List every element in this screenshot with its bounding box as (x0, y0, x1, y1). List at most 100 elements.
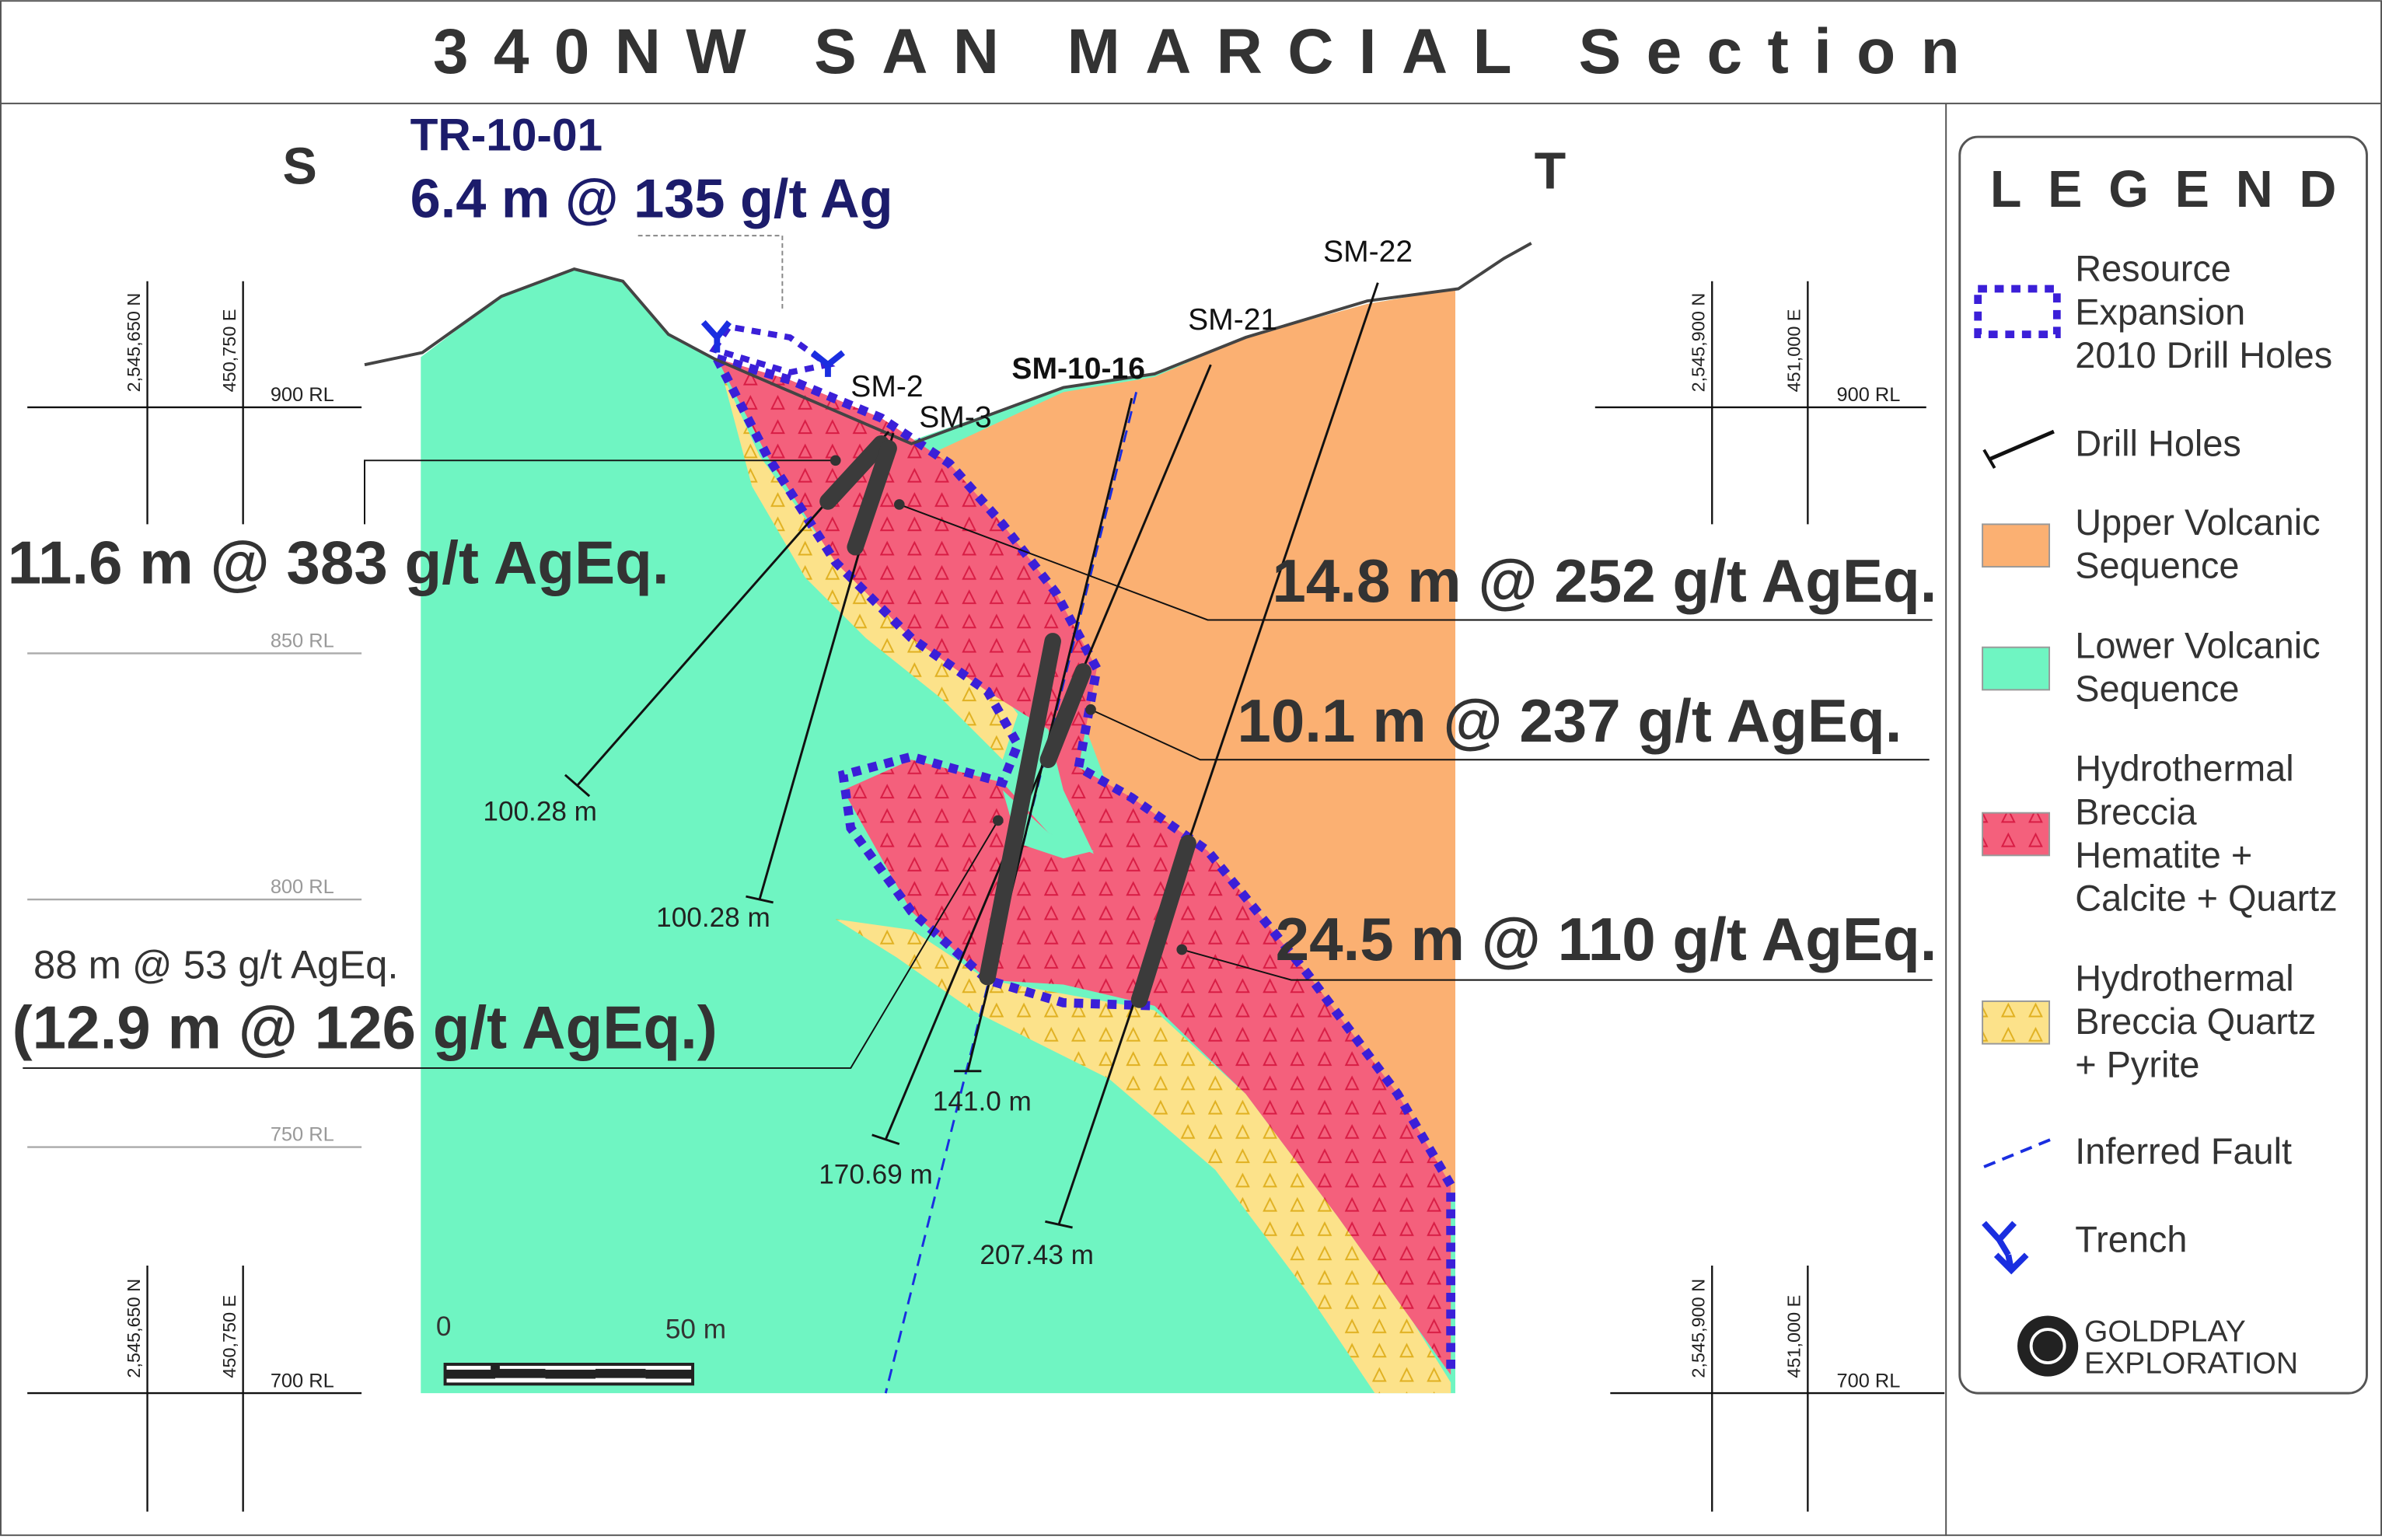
legend-label: Drill Holes (2075, 423, 2241, 463)
leader (637, 235, 784, 312)
trench-name: TR-10-01 (410, 110, 603, 161)
scale-label: 0 (436, 1311, 452, 1342)
hole-name: SM-2 (850, 370, 923, 403)
intercept-label: 11.6 m @ 383 g/t AgEq. (8, 529, 669, 597)
legend-swatch (1982, 812, 2051, 857)
dot (1085, 704, 1096, 715)
rl-lines (27, 652, 362, 1148)
hole-name: SM-3 (919, 400, 991, 434)
logo-mark (2017, 1315, 2079, 1377)
legend-swatch (1982, 1000, 2051, 1045)
hole-end (746, 895, 774, 904)
legend-swatch (1983, 1137, 2052, 1168)
intercept-label: (12.9 m @ 126 g/t AgEq.) (12, 993, 718, 1062)
intercept (1130, 834, 1196, 1008)
legend-label: Hydrothermal (2075, 749, 2293, 789)
intercept (979, 633, 1061, 986)
hematite-breccia (717, 358, 1451, 1375)
leader (1182, 948, 1933, 981)
hole-depth: 207.43 m (980, 1240, 1094, 1270)
intercept-label: 24.5 m @ 110 g/t AgEq. (1276, 905, 1937, 973)
legend-label: Breccia (2075, 791, 2197, 832)
coordinate: 2,545,650 N (124, 1279, 144, 1378)
rl-label: 700 RL (271, 1370, 334, 1392)
leader (23, 819, 999, 1069)
legend-label: Resource (2075, 249, 2231, 289)
quartz-pyrite-breccia (835, 919, 1451, 1394)
rl-label: 800 RL (271, 876, 334, 898)
legend-box (1958, 135, 2368, 1395)
legend-swatch (1974, 285, 2061, 338)
coordinate: 451,000 E (1784, 1295, 1804, 1378)
scale-bar-fill (491, 1364, 646, 1378)
legend-label: Expansion (2075, 292, 2245, 332)
grid-crosses (27, 281, 1945, 1512)
logo-text: EXPLORATION (2084, 1347, 2298, 1381)
resource-outline (715, 354, 1456, 1375)
leader (899, 504, 1933, 621)
hole-name: SM-22 (1323, 235, 1413, 268)
legend-swatch (1982, 449, 1996, 470)
hole-depth: 141.0 m (933, 1087, 1032, 1117)
hole-name: SM-10-16 (1011, 352, 1145, 386)
intercept-label: 88 m @ 53 g/t AgEq. (33, 943, 398, 987)
hole-name: SM-21 (1188, 303, 1277, 337)
rl-label: 850 RL (271, 630, 334, 652)
legend-label: Sequence (2075, 669, 2239, 709)
legend-label: Lower Volcanic (2075, 625, 2320, 665)
hole-end (564, 773, 591, 798)
dot (992, 815, 1004, 826)
intercept-label: 10.1 m @ 237 g/t AgEq. (1237, 686, 1902, 755)
rl-label: 750 RL (271, 1124, 334, 1146)
legend-label: Hematite + (2075, 835, 2252, 875)
coordinate: 2,545,900 N (1688, 293, 1708, 393)
legend-swatch (1982, 523, 2051, 568)
rl-label: 700 RL (1836, 1370, 1900, 1392)
topography (364, 242, 1532, 445)
coordinate: 2,545,650 N (124, 293, 144, 393)
coordinate: 2,545,900 N (1688, 1279, 1708, 1378)
intercept (1039, 663, 1092, 768)
dot (830, 455, 841, 466)
legend-label: Upper Volcanic (2075, 502, 2320, 543)
coordinate: 450,750 E (219, 1295, 239, 1378)
hole-depth: 100.28 m (483, 796, 597, 826)
legend-swatch (1982, 646, 2051, 691)
legend-label: Trench (2075, 1219, 2187, 1259)
logo-text: GOLDPLAY (2084, 1315, 2246, 1349)
intercept (819, 435, 890, 510)
hole-depth: 170.69 m (819, 1159, 933, 1189)
dot (893, 499, 905, 510)
trench-result: 6.4 m @ 135 g/t Ag (410, 168, 893, 229)
rl-label: 900 RL (271, 384, 334, 406)
section-end: T (1535, 143, 1566, 201)
rl-label: 900 RL (1836, 384, 1900, 406)
logo-mark (2029, 1328, 2066, 1364)
drill-hole (1057, 282, 1379, 1225)
trench-symbol (700, 320, 845, 377)
coordinate: 451,000 E (1784, 309, 1804, 392)
legend-label: Inferred Fault (2075, 1131, 2292, 1172)
upper-volcanic (926, 288, 1456, 1200)
resource-outline (713, 356, 1155, 1011)
lower-volcanic (1002, 790, 1094, 859)
legend-swatch (1982, 1220, 2029, 1275)
leader (1090, 708, 1930, 761)
hole-end (871, 1133, 900, 1146)
legend-label: Calcite + Quartz (2075, 878, 2337, 919)
hole-end (1045, 1220, 1073, 1229)
section-end: S (282, 138, 316, 196)
dot (1176, 944, 1188, 955)
intercept (847, 439, 897, 556)
legend-swatch (1989, 429, 2055, 461)
intercept-label: 14.8 m @ 252 g/t AgEq. (1272, 547, 1937, 615)
scale-label: 50 m (665, 1315, 726, 1345)
legend-label: 2010 Drill Holes (2075, 335, 2332, 375)
legend-label: Sequence (2075, 546, 2239, 586)
coordinate: 450,750 E (219, 309, 239, 392)
quartz-pyrite-breccia (721, 372, 1018, 760)
leader (364, 459, 836, 525)
hole-depth: 100.28 m (656, 903, 770, 933)
